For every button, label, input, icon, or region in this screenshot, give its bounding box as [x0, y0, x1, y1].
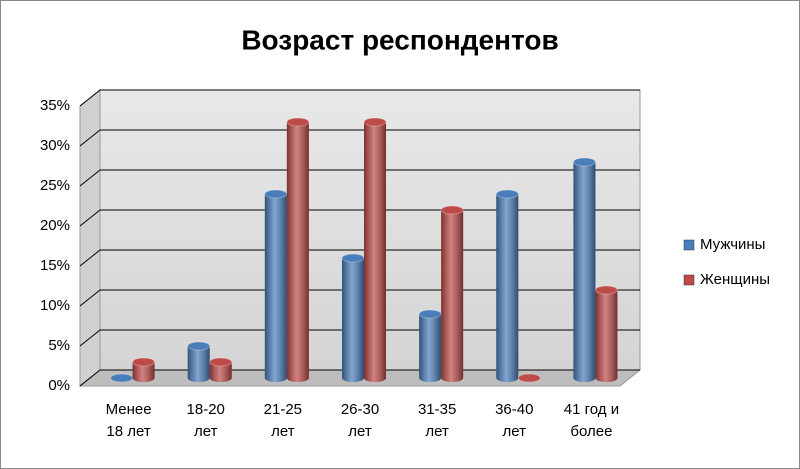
bar-top [110, 373, 134, 383]
side-wall [79, 88, 101, 388]
x-tick-label: лет [194, 423, 218, 440]
bar-shade [573, 162, 596, 382]
grid-line-side [79, 169, 101, 187]
x-tick-label: 18 лет [106, 423, 150, 440]
x-tick-label: 26-30 [341, 401, 379, 418]
bar-top [418, 309, 442, 319]
legend-label: Женщины [700, 271, 770, 288]
bar [594, 285, 618, 382]
bar [341, 253, 365, 382]
bar [572, 157, 596, 382]
x-tick-label: лет [271, 423, 295, 440]
x-tick-label: 36-40 [495, 401, 533, 418]
bar-shade [264, 194, 287, 382]
bar [209, 357, 233, 382]
x-tick-label: 21-25 [264, 401, 302, 418]
grid-line-side [79, 209, 101, 227]
x-tick-label: Менее [106, 401, 152, 418]
x-tick-label: лет [348, 423, 372, 440]
y-tick-label: 10% [40, 297, 70, 314]
y-tick-label: 0% [48, 377, 70, 394]
bar-top [517, 373, 541, 383]
bar-top [341, 253, 365, 263]
bar [110, 373, 134, 383]
grid-line-side [79, 369, 101, 387]
bar-shade [209, 362, 232, 382]
bar-shade [286, 122, 309, 382]
legend-swatch [683, 239, 695, 251]
bar [264, 189, 288, 382]
bar-shade [187, 346, 210, 382]
bar [132, 357, 156, 382]
x-tick-label: лет [503, 423, 527, 440]
x-tick-label: более [570, 423, 612, 440]
bar-top [594, 285, 618, 295]
bar-shade [342, 258, 364, 382]
bar [363, 117, 387, 382]
grid-line-side [79, 129, 101, 147]
y-tick-label: 25% [40, 177, 70, 194]
bar [440, 205, 464, 382]
bar-shade [595, 290, 618, 382]
bar [418, 309, 442, 382]
y-tick-label: 15% [40, 257, 70, 274]
grid-line-side [79, 89, 101, 107]
legend-label: Мужчины [700, 236, 765, 253]
y-tick-label: 35% [40, 97, 70, 114]
bar-shade [364, 122, 386, 382]
bar-shade [496, 194, 519, 382]
bar [495, 189, 519, 382]
y-tick-label: 30% [40, 137, 70, 154]
bar-top [187, 341, 211, 351]
bar-shade [441, 210, 464, 382]
x-tick-label: 41 год и [564, 401, 619, 418]
bar [286, 117, 310, 382]
bar-top [495, 189, 519, 199]
bar-top [209, 357, 233, 367]
legend-swatch [683, 274, 695, 286]
grid-line-side [79, 289, 101, 307]
bar-top [363, 117, 387, 127]
x-tick-label: 31-35 [418, 401, 456, 418]
bar-top [132, 357, 156, 367]
grid-line-side [79, 329, 101, 347]
x-tick-label: 18-20 [187, 401, 225, 418]
bar [517, 373, 541, 383]
bar-shade [419, 314, 442, 382]
y-tick-label: 5% [48, 337, 70, 354]
bar [187, 341, 211, 382]
x-tick-label: лет [425, 423, 449, 440]
chart-title: Возраст респондентов [241, 24, 558, 55]
bar-top [572, 157, 596, 167]
grid-line-side [79, 249, 101, 267]
bar-top [286, 117, 310, 127]
bar-top [440, 205, 464, 215]
bar-top [264, 189, 288, 199]
y-tick-label: 20% [40, 217, 70, 234]
bar-shade [132, 362, 155, 382]
